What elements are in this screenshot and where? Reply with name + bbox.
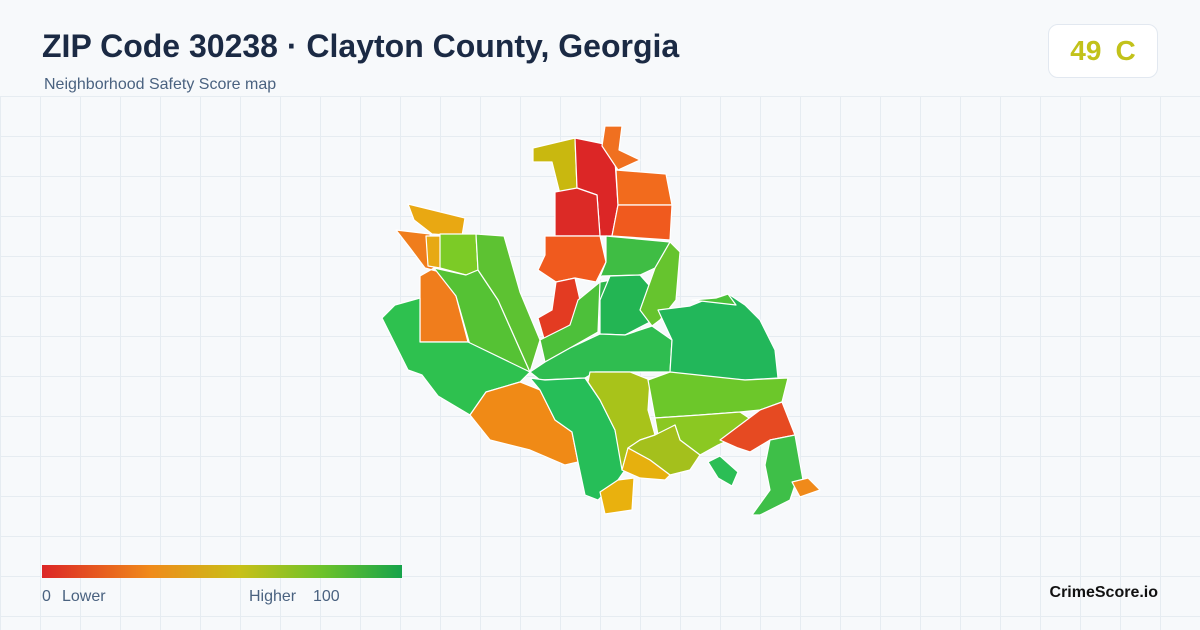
map-region [751,434,804,516]
score-badge: 49 C [1048,24,1158,78]
legend-max-label: Higher [249,588,297,605]
map-region [657,294,779,381]
legend-min: 0 [42,588,51,605]
map-region [691,293,737,306]
map-region [601,125,641,171]
legend-gradient [42,565,402,578]
map-region [707,455,739,487]
map-region [554,187,601,237]
title: ZIP Code 30238 · Clayton County, Georgia [42,28,680,64]
map-region [537,235,607,283]
map-region [639,241,681,327]
map-region [599,477,635,515]
map-region [621,447,671,481]
map-region [615,169,673,206]
score-value: 49 [1070,35,1102,66]
map-region [599,274,656,336]
subtitle: Neighborhood Safety Score map [44,76,277,93]
map-region [532,137,578,195]
brand: CrimeScore.io [1049,584,1158,601]
score-grade: C [1115,35,1136,66]
map-region [791,477,821,498]
map-region [611,204,673,241]
legend-max: 100 [313,588,340,605]
map-region [475,233,541,373]
legend-min-label: Lower [62,588,106,605]
map-region [407,203,466,237]
map-region [439,233,479,276]
header: ZIP Code 30238 · Clayton County, Georgia… [0,0,1200,96]
